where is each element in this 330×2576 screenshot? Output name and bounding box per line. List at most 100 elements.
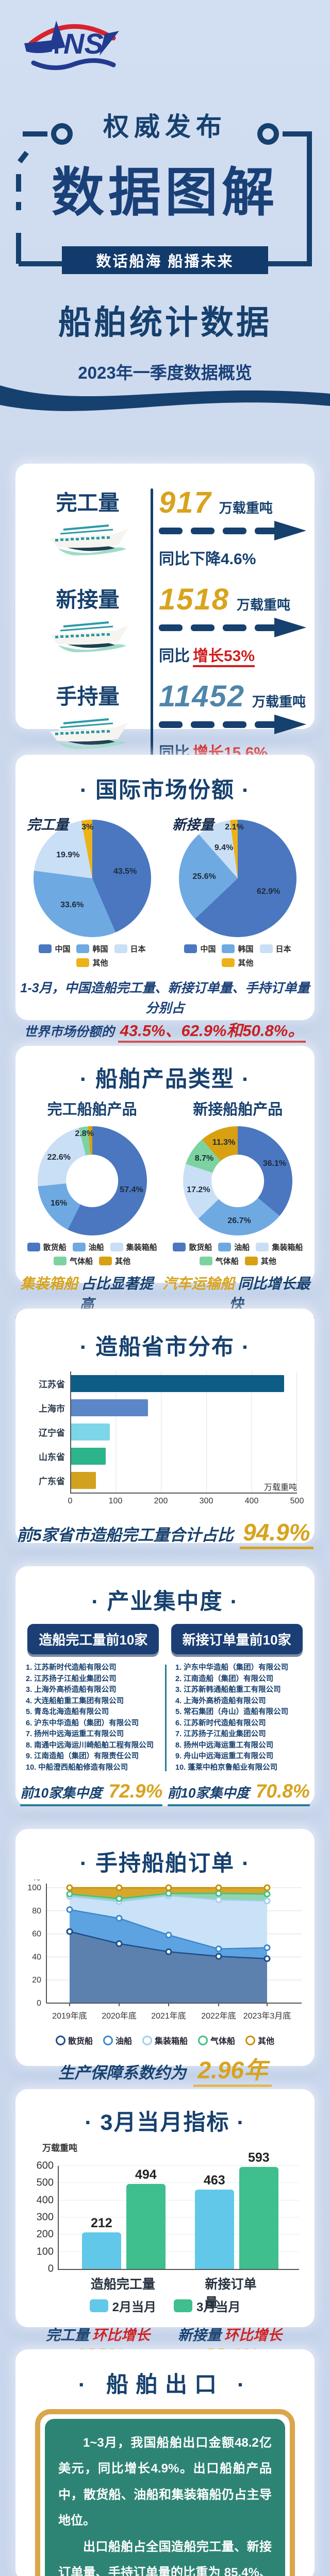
section-title: 3月当月指标 xyxy=(15,2105,315,2137)
legend-item: 油船 xyxy=(72,1242,104,1252)
export-card: 船舶出口 1~3月，我国船舶出口金额48.2亿美元，同比增长4.9%。出口船舶产… xyxy=(15,2349,315,2576)
company-item: 5. 青岛北海造船有限公司 xyxy=(26,1708,109,1716)
company-item: 1. 沪东中华造船（集团）有限公司 xyxy=(175,1664,289,1672)
overview-row-value: 917 万载重吨 同比下降4.6% xyxy=(144,485,309,569)
slogan-bar: 数话船海 船播未来 xyxy=(62,246,268,274)
section-title: 国际市场份额 xyxy=(15,772,315,804)
company-item: 1. 江苏新时代造船有限公司 xyxy=(26,1664,117,1672)
march-bar: 494 xyxy=(126,2167,166,2269)
overview-row-label: 完工量 xyxy=(31,485,144,569)
march-legend: 2月当月 3月当月 xyxy=(15,2297,315,2315)
overview-row-label: 手持量 xyxy=(31,679,144,762)
company-item: 8. 南通中远海运川崎船舶工程有限公司 xyxy=(26,1741,154,1750)
march-bar: 212 xyxy=(81,2216,121,2269)
donut-legend: 散货船 油船 集装箱船 气体船 其他 xyxy=(23,1242,161,1266)
area-legend: 散货船 油船 集装箱船 气体船 其他 xyxy=(15,2034,315,2046)
pie-column-new-orders: 新接量 62.9% 25.6% 9.4% 2.1% 中国 韩国 日本 其他 xyxy=(169,812,306,968)
page-title: 数据图解 xyxy=(52,163,278,222)
ship-icon xyxy=(50,524,128,555)
legend-item: 散货船 xyxy=(27,1242,67,1252)
company-item: 8. 扬州中远海运重工有限公司 xyxy=(175,1741,274,1750)
company-item: 6. 沪东中华造船（集团）有限公司 xyxy=(26,1719,139,1727)
province-caption: 前5家省市造船完工量合计占比 94.9% xyxy=(15,1518,315,1549)
svg-text:2021年底: 2021年底 xyxy=(151,2011,186,2021)
donut-chart-completed: 57.4% 16% 22.6% 2.8% xyxy=(37,1126,147,1235)
legend-item: 集装箱船 xyxy=(110,1242,157,1252)
legend-item: 日本 xyxy=(259,943,291,954)
company-item: 5. 常石集团（舟山）造船有限公司 xyxy=(175,1708,289,1716)
march-bar: 593 xyxy=(239,2150,278,2269)
donut-column-new: 新接船舶产品 36.1% 26.7% 17.2% 8.7% 11.3% 散货船 油船 集装箱… xyxy=(169,1097,307,1266)
legend-item: 其他 xyxy=(222,957,254,968)
overview-row-value: 11452 万载重吨 同比 增长15.6% xyxy=(144,679,309,764)
product-types-card: 船舶产品类型 完工船舶产品 57.4%16%22.6%2.8% 散货船油船集装箱… xyxy=(15,1046,315,1319)
svg-text:2023年3月底: 2023年3月底 xyxy=(243,2011,291,2021)
dashed-arrow-icon xyxy=(159,618,306,637)
pill-completions-top10: 造船完工量前10家 xyxy=(27,1624,159,1654)
company-item: 6. 江苏新时代造船有限公司 xyxy=(175,1719,266,1727)
svg-text:20: 20 xyxy=(32,1976,41,1985)
province-bar xyxy=(71,1448,106,1465)
province-bar xyxy=(71,1472,96,1489)
legend-item: 日本 xyxy=(114,943,146,954)
concentration-right-caption: 前10家集中度 70.8% xyxy=(167,1781,310,1806)
legend-item: 散货船 xyxy=(173,1242,212,1252)
company-item: 10. 中船澄西船舶修造有限公司 xyxy=(26,1763,128,1772)
ship-icon xyxy=(50,621,128,652)
legend-item: 2月当月 xyxy=(89,2297,156,2315)
legend-item: 油船 xyxy=(103,2034,132,2046)
pie-legend: 中国 韩国 日本 其他 xyxy=(169,943,306,968)
legend-item: 气体船 xyxy=(198,2034,235,2046)
overview-card: 完工量 917 万载重吨 同比下降4.6% 新接 xyxy=(15,464,315,764)
company-item: 4. 大连船舶重工集团有限公司 xyxy=(26,1697,124,1705)
export-box: 1~3月，我国船舶出口金额48.2亿美元，同比增长4.9%。出口船舶产品中，散货… xyxy=(35,2409,295,2576)
badge-title: 权威发布 xyxy=(103,112,227,141)
vertical-divider xyxy=(151,488,153,759)
svg-text:2020年底: 2020年底 xyxy=(102,2011,137,2021)
backlog-area-chart: 0 20 40 60 80 100% 2019年底 2020年底 2021年底 2022年底 202… xyxy=(27,1879,302,2021)
province-bar-chart: 江苏省 上海市 辽宁省 山东省 广东省 0 100 200 300 400 500 万载重吨 xyxy=(25,1371,304,1511)
cansi-logo-icon: NS xyxy=(24,21,119,70)
overview-row-label: 新接量 xyxy=(31,582,144,666)
report-title: 船舶统计数据 xyxy=(58,304,272,341)
legend-item: 其他 xyxy=(245,2034,274,2046)
legend-item: 中国 xyxy=(39,943,70,954)
legend-item: 韩国 xyxy=(222,943,254,954)
pie-chart-new-orders: 62.9% 25.6% 9.4% 2.1% xyxy=(179,820,296,937)
list-divider xyxy=(165,1665,167,1771)
backlog-card: 手持船舶订单 0 20 40 60 80 100% 2019年底 2020年底 2021年底 20… xyxy=(15,1829,315,2087)
section-title: 船舶产品类型 xyxy=(15,1061,315,1093)
svg-text:80: 80 xyxy=(32,1907,41,1916)
svg-text:40: 40 xyxy=(32,1953,41,1961)
march-bar-chart: 0 100 200 300 400 500 600 212 494 463 593 xyxy=(37,2150,299,2275)
concentration-card: 产业集中度 造船完工量前10家 新接订单量前10家 1. 江苏新时代造船有限公司… xyxy=(15,1566,315,1812)
section-title: 手持船舶订单 xyxy=(15,1845,315,1877)
backlog-caption: 生产保障系数约为 2.96年 xyxy=(15,2052,315,2087)
company-item: 3. 上海外高桥造船有限公司 xyxy=(26,1686,117,1694)
company-item: 9. 江南造船（集团）有限责任公司 xyxy=(26,1752,139,1760)
export-paragraph-2: 出口船舶占全国造船完工量、新接订单量、手持订单量的比重为 85.4%、88.1%… xyxy=(58,2539,272,2576)
dashed-arrow-icon xyxy=(159,521,306,540)
svg-text:60: 60 xyxy=(32,1930,41,1939)
svg-text:100: 100 xyxy=(27,1884,41,1892)
wave-divider xyxy=(0,385,330,411)
svg-text:2022年底: 2022年底 xyxy=(201,2011,236,2021)
legend-item: 气体船 xyxy=(199,1256,239,1266)
legend-item: 其他 xyxy=(76,957,108,968)
dashed-arrow-icon xyxy=(159,715,306,734)
legend-item: 集装箱船 xyxy=(142,2034,188,2046)
section-title: 产业集中度 xyxy=(15,1584,315,1616)
company-list-right: 1. 沪东中华造船（集团）有限公司 2. 江南造船（集团）有限公司 3. 江苏新韩通… xyxy=(165,1663,315,1773)
concentration-left-caption: 前10家集中度 72.9% xyxy=(20,1781,163,1806)
legend-item: 3月当月 xyxy=(174,2297,240,2315)
province-bar xyxy=(71,1423,110,1440)
legend-item: 其他 xyxy=(244,1256,276,1266)
pie-legend: 中国 韩国 日本 其他 xyxy=(24,943,161,968)
company-item: 10. 蓬莱中柏京鲁船业有限公司 xyxy=(175,1763,278,1772)
legend-item: 气体船 xyxy=(54,1256,93,1266)
march-bar: 463 xyxy=(194,2173,234,2269)
svg-text:2019年底: 2019年底 xyxy=(52,2011,87,2021)
company-item: 7. 扬州中远海运重工有限公司 xyxy=(26,1730,124,1738)
